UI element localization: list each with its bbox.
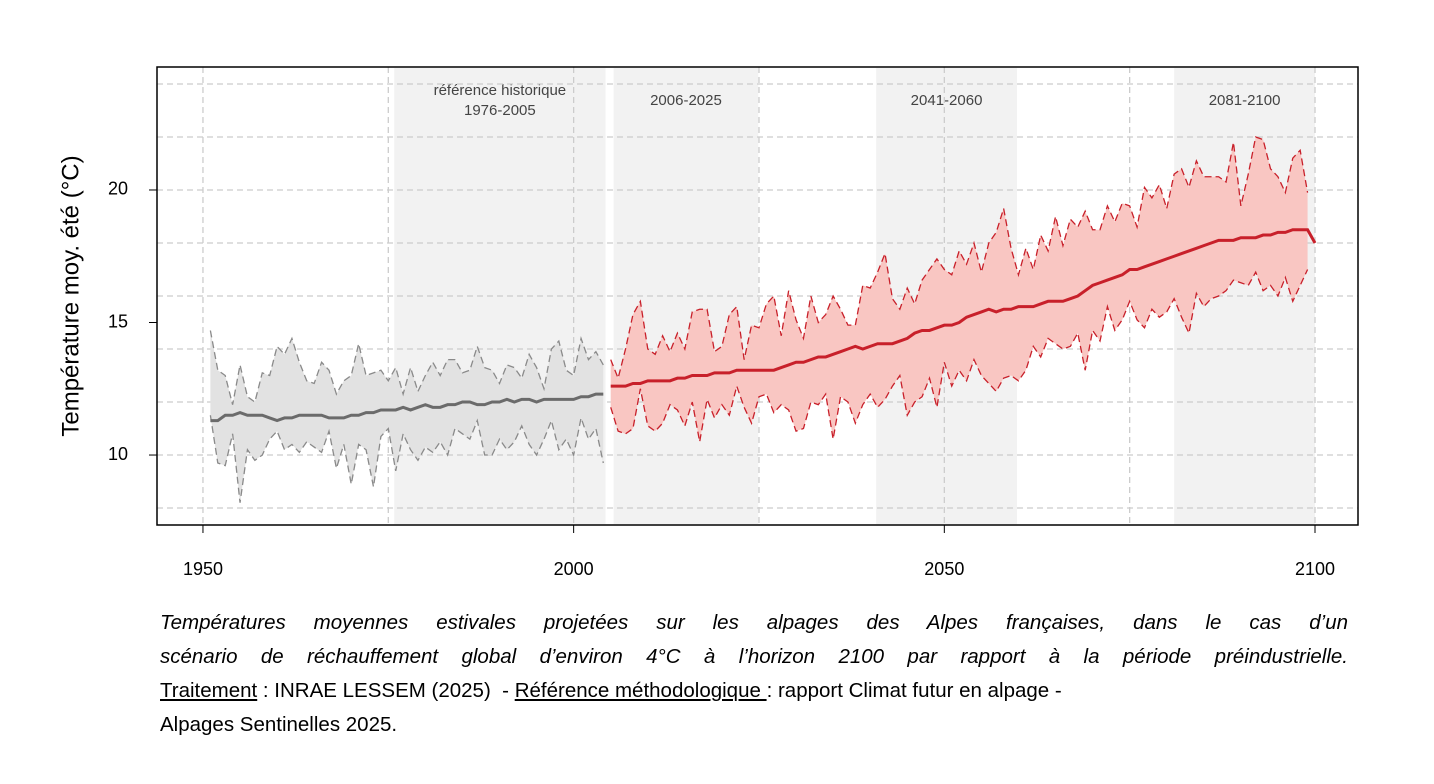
x-tick-label: 2000 — [554, 559, 594, 579]
caption-credit: Traitement : INRAE LESSEM (2025) - Référ… — [160, 674, 1348, 708]
y-tick-label: 20 — [108, 179, 128, 199]
caption-line: Températures moyennes estivales projetée… — [160, 611, 1348, 634]
x-tick-label: 2050 — [924, 559, 964, 579]
y-tick-label: 15 — [108, 311, 128, 331]
caption-line: scénario de réchauffement global d’envir… — [160, 645, 1348, 668]
period-label: 1976-2005 — [464, 102, 536, 119]
credit-text: : rapport Climat futur en alpage - — [766, 679, 1062, 702]
mean-line — [210, 392, 604, 423]
credit-label: Traitement — [160, 679, 258, 702]
period-label: 2006-2025 — [650, 92, 722, 109]
credit-label: Référence méthodologique — [514, 679, 767, 702]
mean-line — [610, 228, 1317, 388]
x-tick-label: 2100 — [1295, 559, 1335, 579]
period-label: référence historique — [434, 82, 567, 99]
plot-frame — [156, 66, 1359, 526]
period-shade — [613, 68, 759, 524]
period-label: 2081-2100 — [1209, 92, 1281, 109]
range-band — [210, 330, 604, 503]
range-low — [209, 415, 604, 503]
chart: Température moy. été (°C) référence hist… — [57, 66, 1359, 579]
x-tick-label: 1950 — [183, 559, 223, 579]
range-low — [610, 269, 1309, 442]
y-axis-label: Température moy. été (°C) — [57, 155, 84, 436]
credit-text: : INRAE LESSEM (2025) - — [257, 679, 515, 702]
caption: Températures moyennes estivales projetée… — [160, 606, 1348, 742]
range-high — [209, 330, 604, 405]
caption-line: Alpages Sentinelles 2025. — [160, 713, 398, 736]
period-label: 2041-2060 — [911, 92, 983, 109]
y-tick-label: 10 — [108, 444, 128, 464]
